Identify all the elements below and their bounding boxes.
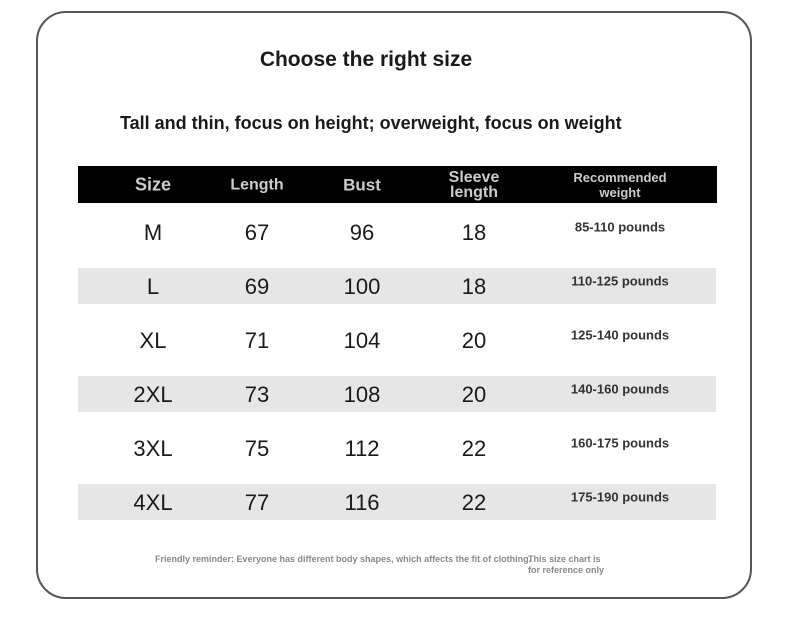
header-bar	[78, 166, 717, 203]
table-cell: 96	[349, 220, 375, 245]
table-cell: 140-160 pounds	[570, 381, 670, 397]
table-cell: 77	[244, 490, 270, 515]
table-cell: 18	[461, 274, 487, 299]
title: Choose the right size	[259, 48, 473, 71]
frame	[36, 11, 752, 599]
row-band	[78, 376, 716, 412]
row-band	[78, 484, 716, 520]
table-cell: 20	[461, 382, 487, 407]
table-cell: XL	[139, 328, 167, 353]
table-cell: 2XL	[133, 382, 173, 407]
table-cell: 22	[461, 436, 487, 461]
header-cell: Sleeve length	[448, 169, 500, 201]
note-line: for reference only	[528, 565, 605, 575]
table-cell: 110-125 pounds	[571, 273, 669, 289]
subtitle: Tall and thin, focus on height; overweig…	[120, 113, 622, 133]
table-cell: 22	[461, 490, 487, 515]
table-cell: 20	[461, 328, 487, 353]
row-band	[78, 268, 716, 304]
table-cell: 69	[244, 274, 270, 299]
note-line: This size chart is	[528, 554, 601, 564]
table-cell: 175-190 pounds	[570, 489, 670, 505]
table-cell: 108	[343, 382, 381, 407]
table-cell: M	[143, 220, 163, 245]
table-cell: 104	[343, 328, 381, 353]
table-cell: 112	[344, 436, 380, 461]
table-cell: 67	[244, 220, 270, 245]
table-cell: L	[146, 274, 160, 299]
table-cell: 73	[244, 382, 270, 407]
table-cell: 125-140 pounds	[570, 327, 670, 343]
table-cell: 100	[343, 274, 381, 299]
header-cell: Recommended weight	[573, 170, 667, 200]
table-cell: 116	[344, 490, 380, 515]
table-cell: 4XL	[133, 490, 173, 515]
footer-note: This size chart is for reference only	[528, 554, 604, 576]
table-cell: 85-110 pounds	[574, 219, 666, 235]
table-cell: 71	[244, 328, 270, 353]
table-cell: 75	[244, 436, 270, 461]
table-cell: 3XL	[133, 436, 173, 461]
table-cell: 18	[461, 220, 487, 245]
table-cell: 160-175 pounds	[570, 435, 670, 451]
header-cell: Bust	[343, 175, 381, 195]
header-cell: Size	[134, 174, 172, 195]
footer-reminder: Friendly reminder: Everyone has differen…	[155, 554, 532, 564]
header-cell: Length	[230, 176, 284, 194]
